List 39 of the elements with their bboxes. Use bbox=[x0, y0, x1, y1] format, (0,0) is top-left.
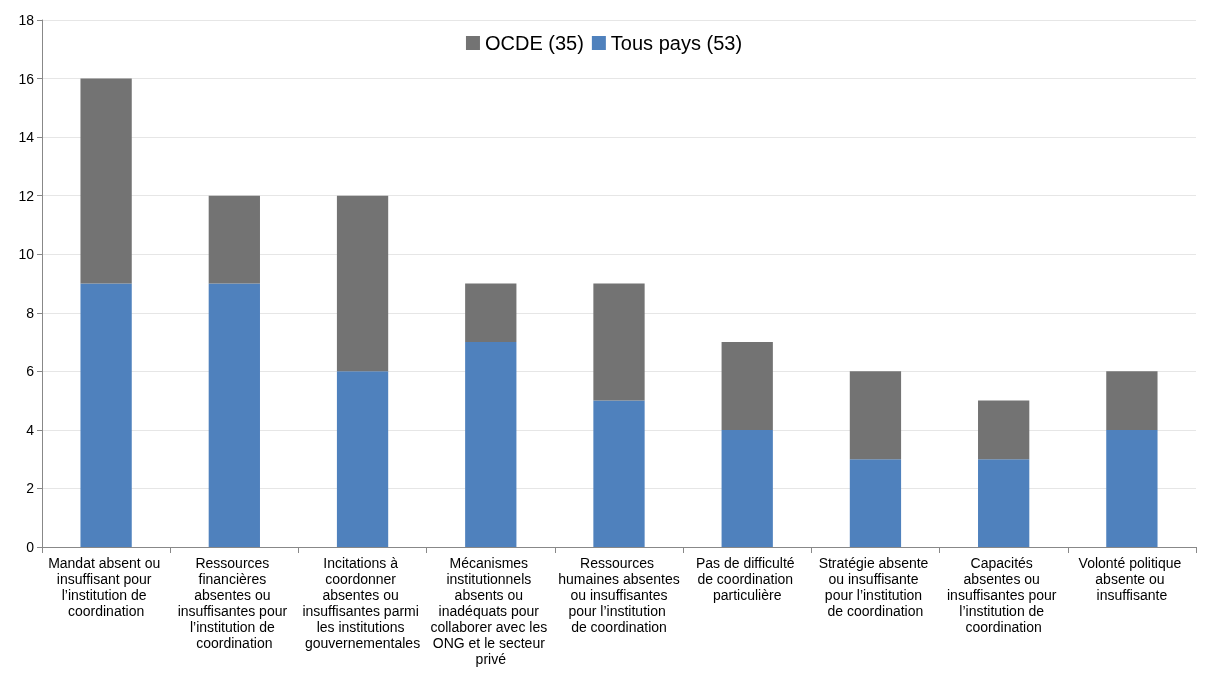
x-tick-label: Capacités absentes ou insuffisantes pour l’institution de coordination bbox=[946, 555, 1061, 635]
bar bbox=[849, 459, 902, 547]
y-tick-label: 12 bbox=[18, 187, 35, 204]
bar bbox=[336, 371, 389, 547]
y-tick-label: 14 bbox=[18, 129, 35, 146]
bar bbox=[849, 371, 902, 460]
y-tick-label: 16 bbox=[18, 70, 35, 87]
y-tick-label: 6 bbox=[26, 363, 35, 380]
bar bbox=[465, 342, 517, 547]
bar bbox=[80, 283, 132, 547]
bar bbox=[208, 283, 260, 547]
x-tick-label: Pas de difficulté de coordination particulière bbox=[695, 555, 799, 603]
x-tick-label: Ressources financières absentes ou insuffisantes pour l’institution de coordination bbox=[177, 555, 292, 651]
bar bbox=[978, 459, 1030, 547]
x-tick-label: Mécanismes institutionnels absents ou inadéquats pour collaborer avec les ONG et le secteur privé bbox=[430, 555, 552, 667]
y-tick-label: 8 bbox=[26, 304, 35, 321]
bar bbox=[208, 195, 260, 284]
x-tick-label: Mandat absent ou insuffisant pour l’institution de coordination bbox=[48, 555, 165, 619]
y-tick-label: 4 bbox=[26, 421, 35, 438]
x-tick-label: Ressources humaines absentes ou insuffisantes pour l’institution de coordination bbox=[558, 555, 680, 635]
bar bbox=[1106, 371, 1158, 430]
bar bbox=[721, 429, 773, 547]
bar bbox=[465, 283, 517, 343]
bar bbox=[336, 195, 389, 372]
bar bbox=[721, 342, 773, 430]
x-tick-label: Volonté politique absente ou insuffisante bbox=[1078, 555, 1186, 603]
y-tick-label: 10 bbox=[18, 246, 35, 263]
bar bbox=[593, 283, 645, 401]
y-tick-label: 18 bbox=[18, 12, 35, 28]
bar bbox=[593, 400, 645, 547]
x-tick-label: Incitations à coordonner absentes ou insuffisantes parmi les institutions gouvernementales bbox=[302, 555, 423, 651]
y-tick-label: 0 bbox=[26, 539, 35, 555]
x-tick-label: Stratégie absente ou insuffisante pour l’institution de coordination bbox=[818, 555, 933, 619]
legend-label: OCDE (35) bbox=[484, 32, 584, 54]
legend-label: Tous pays (53) bbox=[610, 32, 743, 54]
bar bbox=[80, 78, 132, 284]
bar bbox=[1106, 429, 1158, 547]
bar bbox=[978, 400, 1030, 460]
y-tick-label: 2 bbox=[26, 480, 35, 497]
